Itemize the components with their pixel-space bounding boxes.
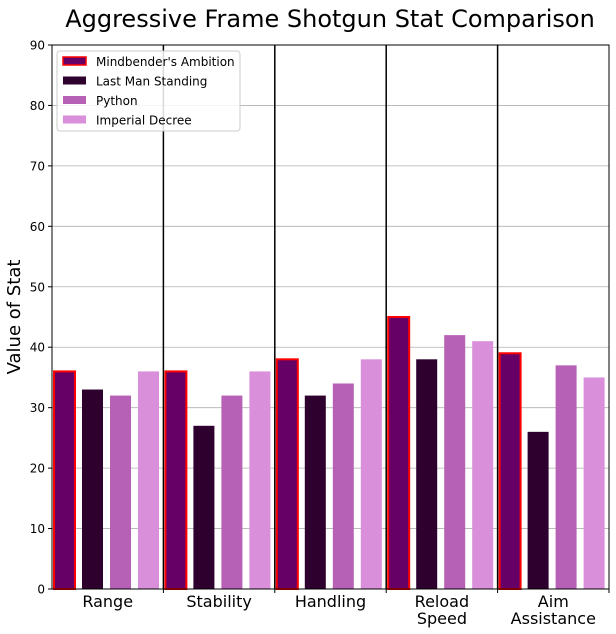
y-tick-label: 0 xyxy=(37,583,45,597)
x-tick-label: Stability xyxy=(186,592,251,611)
legend-label: Last Man Standing xyxy=(96,75,207,89)
legend-label: Python xyxy=(96,94,138,108)
bar xyxy=(416,359,438,589)
y-tick-label: 50 xyxy=(30,280,45,294)
x-tick-label: Aim Assistance xyxy=(511,592,596,628)
bar xyxy=(360,359,382,589)
legend-swatch xyxy=(63,76,86,85)
bar xyxy=(304,395,326,589)
y-tick-label: 40 xyxy=(30,341,45,355)
legend-swatch xyxy=(62,56,87,66)
y-tick-label: 70 xyxy=(30,159,45,173)
y-tick-label: 30 xyxy=(30,401,45,415)
bar xyxy=(164,370,188,590)
bar xyxy=(387,316,411,590)
y-tick-label: 20 xyxy=(30,462,45,476)
bar xyxy=(555,365,577,589)
legend-label: Imperial Decree xyxy=(96,114,192,128)
bar xyxy=(82,389,103,589)
y-tick-label: 10 xyxy=(30,522,45,536)
bar xyxy=(527,431,549,589)
bar xyxy=(275,358,299,590)
bar xyxy=(249,371,271,589)
y-tick-label: 90 xyxy=(30,39,45,53)
y-axis-label: Value of Stat xyxy=(4,260,25,375)
bar xyxy=(53,370,76,590)
y-tick-label: 80 xyxy=(30,99,45,113)
bar xyxy=(583,377,605,589)
x-tick-label: Handling xyxy=(295,592,366,611)
bar xyxy=(138,371,159,589)
bar xyxy=(193,425,215,589)
bar xyxy=(498,352,522,590)
x-tick-label: Range xyxy=(82,592,133,611)
chart-title: Aggressive Frame Shotgun Stat Comparison xyxy=(65,5,595,33)
bar xyxy=(472,341,494,589)
legend-label: Mindbender's Ambition xyxy=(96,55,235,69)
legend-swatch xyxy=(63,96,86,104)
x-tick-label: Reload Speed xyxy=(415,592,469,628)
legend xyxy=(56,50,241,132)
bar xyxy=(221,395,243,589)
bar xyxy=(332,383,354,589)
plot-frame xyxy=(51,44,610,590)
legend-swatch xyxy=(63,115,86,124)
bar xyxy=(110,395,131,589)
y-tick-label: 60 xyxy=(30,220,45,234)
bar xyxy=(444,335,466,589)
